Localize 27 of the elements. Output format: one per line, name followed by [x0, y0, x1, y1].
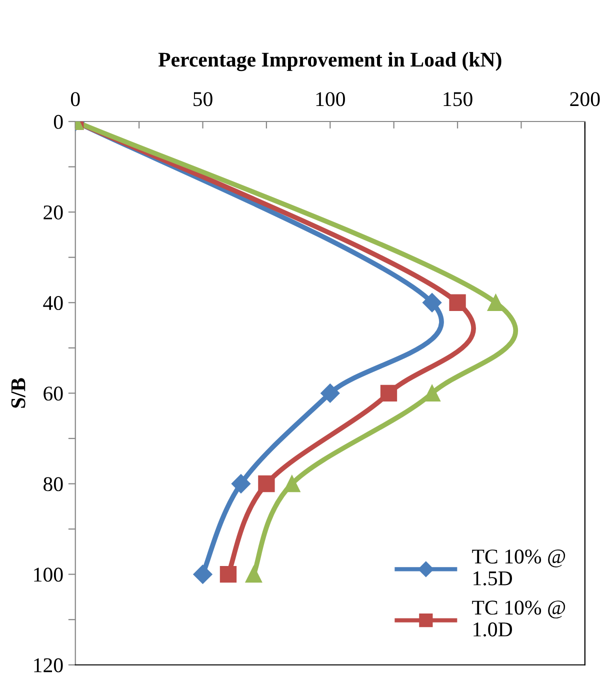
point [449, 294, 466, 311]
x-tick-label: 100 [316, 92, 345, 106]
y-tick-label: 100 [34, 568, 63, 582]
y-tick-label: 0 [54, 114, 63, 129]
legend-label: TC 10% @ 1.5D [472, 550, 566, 586]
point [424, 384, 440, 402]
point [231, 474, 251, 494]
point [380, 384, 398, 402]
y-tick-label: 80 [44, 477, 63, 492]
y-tick-label: 120 [34, 658, 63, 672]
point [284, 475, 300, 492]
legend-label: TC 10% @ 1.0D [472, 600, 566, 637]
point [320, 384, 340, 403]
x-tick-label: 0 [70, 92, 80, 106]
y-axis-title: S/B [11, 378, 26, 408]
x-tick-label: 200 [570, 92, 600, 106]
point [245, 566, 262, 583]
point [422, 293, 442, 312]
x-tick-label: 50 [194, 92, 212, 106]
point [193, 564, 212, 584]
y-tick-label: 60 [44, 386, 63, 401]
x-tick-label: 150 [444, 92, 472, 106]
point [258, 475, 275, 492]
y-tick-label: 20 [44, 205, 63, 220]
x-axis-title: Percentage Improvement in Load (kN) [158, 52, 502, 72]
point [220, 566, 237, 583]
y-tick-label: 40 [43, 296, 63, 310]
